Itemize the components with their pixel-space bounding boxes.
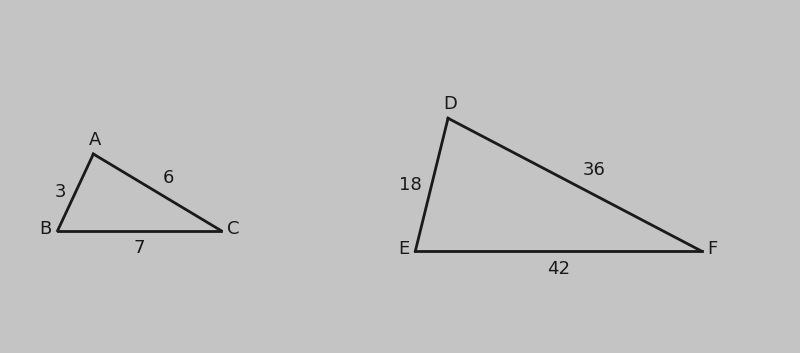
Text: D: D bbox=[443, 95, 457, 113]
Text: 36: 36 bbox=[583, 161, 606, 179]
Text: 3: 3 bbox=[54, 183, 66, 201]
Text: A: A bbox=[90, 131, 102, 149]
Text: 18: 18 bbox=[398, 176, 422, 194]
Text: E: E bbox=[398, 240, 409, 258]
Text: B: B bbox=[39, 220, 51, 238]
Text: F: F bbox=[708, 240, 718, 258]
Text: C: C bbox=[227, 220, 240, 238]
Text: 6: 6 bbox=[162, 169, 174, 187]
Text: 42: 42 bbox=[547, 260, 570, 278]
Text: 7: 7 bbox=[134, 239, 145, 257]
